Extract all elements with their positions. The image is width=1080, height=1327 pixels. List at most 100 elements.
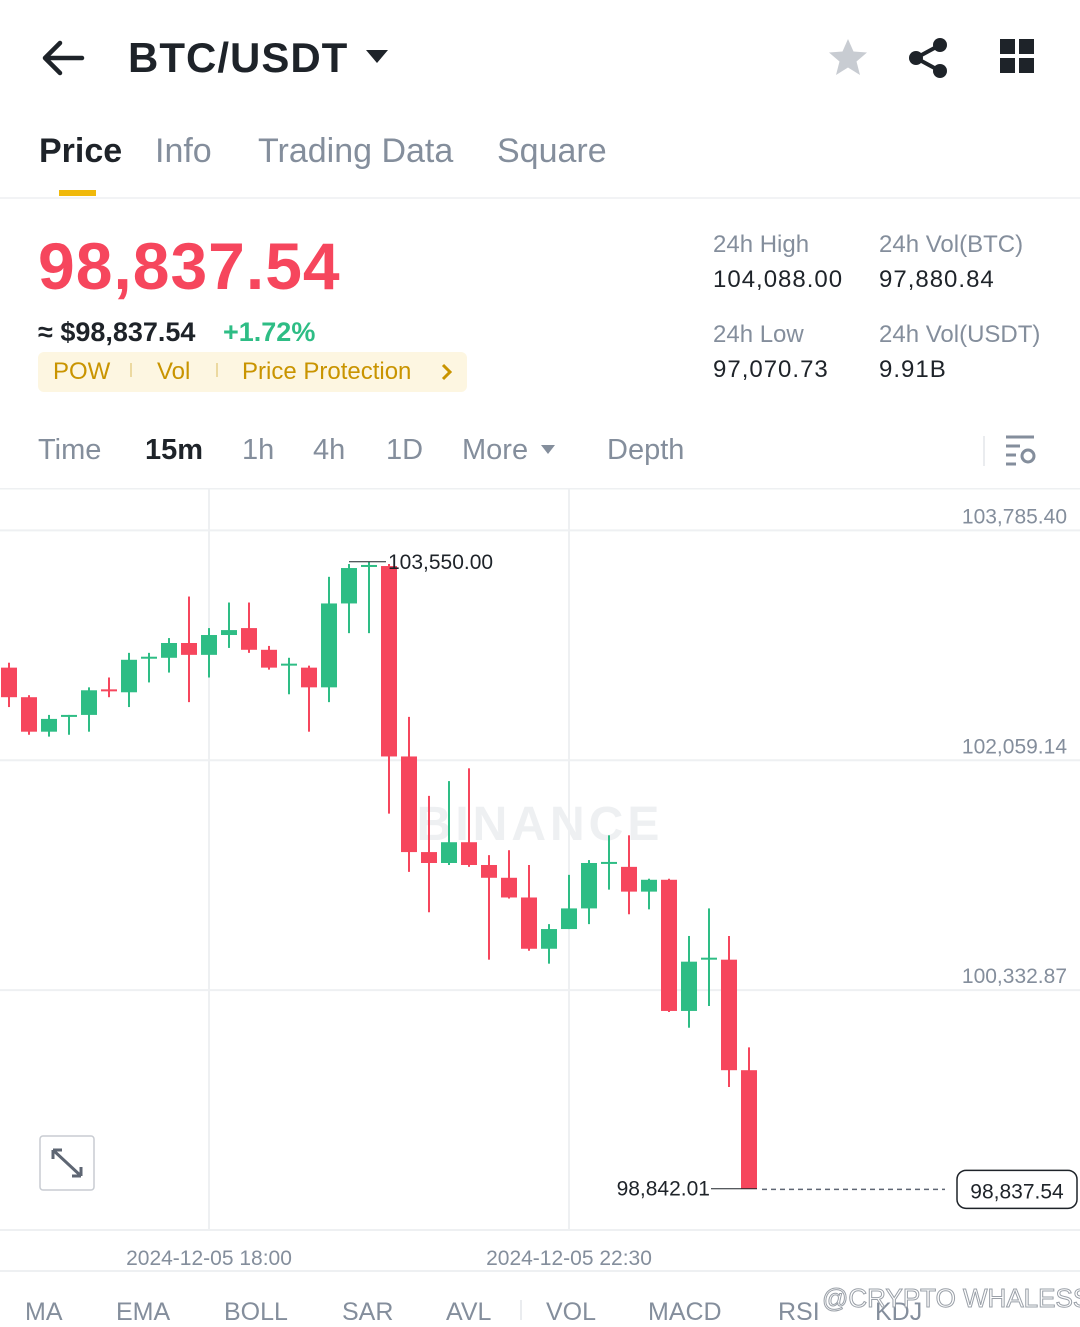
candle-body: [281, 663, 297, 666]
candle-body: [481, 864, 497, 878]
separator: [216, 363, 218, 377]
candle-body: [721, 959, 737, 1071]
candle-body: [461, 842, 477, 865]
candle-body: [741, 1070, 757, 1189]
fullscreen-icon: [51, 1148, 83, 1178]
tag[interactable]: Price Protection: [242, 358, 412, 385]
candle-body: [301, 667, 317, 688]
tab-indicator: [59, 190, 96, 196]
fiat-price: ≈ $98,837.54: [38, 317, 196, 347]
separator: [983, 436, 985, 466]
candle-body: [441, 842, 457, 863]
tab[interactable]: Square: [497, 132, 607, 170]
interval[interactable]: 4h: [313, 434, 346, 466]
candle-body: [41, 718, 57, 732]
y-tick-label: 100,332.87: [962, 965, 1067, 988]
share-icon[interactable]: [906, 36, 950, 80]
last-price-label: 98,837.54: [970, 1180, 1064, 1203]
stat-label: 24h Low: [713, 321, 804, 348]
indicator[interactable]: RSI: [778, 1298, 820, 1326]
indicator[interactable]: EMA: [116, 1298, 171, 1326]
candlestick-chart: BINANCE 103,785.40 102,059.14 100,332.87 20…: [0, 488, 1080, 1272]
candle-body: [121, 659, 137, 693]
interval[interactable]: 15m: [145, 434, 204, 466]
candle-body: [561, 908, 577, 930]
candle-body: [701, 957, 717, 960]
candle-body: [381, 566, 397, 757]
interval[interactable]: Depth: [607, 434, 685, 466]
y-tick-label: 102,059.14: [962, 735, 1067, 758]
stat-value: 104,088.00: [713, 266, 844, 293]
candle-body: [681, 961, 697, 1011]
pair-dropdown[interactable]: [364, 48, 390, 66]
candle-body: [601, 861, 617, 864]
candle-body: [161, 643, 177, 658]
candle-body: [521, 897, 537, 949]
tag[interactable]: Vol: [157, 358, 191, 385]
indicator[interactable]: AVL: [446, 1298, 492, 1326]
candle-body: [341, 568, 357, 604]
candle-body: [141, 656, 157, 659]
candle-body: [661, 879, 677, 1011]
candle-body: [261, 649, 277, 668]
price-change: +1.72%: [223, 317, 316, 347]
candle-body: [61, 714, 77, 717]
candle-body: [581, 862, 597, 909]
tab[interactable]: Trading Data: [258, 132, 454, 170]
candle-body: [401, 756, 417, 853]
candle-body: [241, 628, 257, 650]
dropdown-arrow: [541, 445, 555, 454]
indicator[interactable]: BOLL: [224, 1298, 288, 1326]
candle-body: [21, 697, 37, 732]
high-label: 103,550.00: [388, 551, 493, 574]
candle-body: [621, 866, 637, 892]
candle-body: [421, 852, 437, 863]
stat-label: 24h Vol(USDT): [879, 321, 1041, 348]
candle-body: [201, 635, 217, 655]
watermark: @CRYPTO WHALESS: [821, 1283, 1080, 1314]
candle-body: [541, 929, 557, 949]
pair-title[interactable]: BTC/USDT: [128, 34, 349, 81]
tag-bar: [38, 352, 467, 392]
divider: [0, 197, 1080, 199]
candle-body: [101, 689, 117, 692]
candle-body: [641, 879, 657, 892]
last-price-box: [956, 1169, 1078, 1210]
tab[interactable]: Info: [155, 132, 212, 170]
y-tick-label: 103,785.40: [962, 505, 1067, 528]
favorite-icon[interactable]: [826, 36, 870, 80]
stat-value: 97,070.73: [713, 356, 829, 383]
interval[interactable]: Time: [38, 434, 102, 466]
grid-icon[interactable]: [999, 38, 1037, 76]
x-tick-label: 2024-12-05 18:00: [126, 1247, 292, 1270]
stat-label: 24h Vol(BTC): [879, 231, 1024, 258]
candle-body: [321, 603, 337, 688]
indicator[interactable]: MACD: [648, 1298, 722, 1326]
indicator[interactable]: SAR: [342, 1298, 394, 1326]
interval[interactable]: 1D: [386, 434, 424, 466]
chevron: [441, 363, 453, 381]
indicator[interactable]: MA: [25, 1298, 63, 1326]
candle-body: [81, 690, 97, 715]
indicator[interactable]: VOL: [546, 1298, 597, 1326]
candle-body: [361, 564, 377, 567]
stat-value: 97,880.84: [879, 266, 995, 293]
interval[interactable]: More: [462, 434, 529, 466]
separator: [130, 363, 132, 377]
x-tick-label: 2024-12-05 22:30: [486, 1247, 652, 1270]
candle-body: [1, 667, 17, 698]
stat-value: 9.91B: [879, 356, 947, 383]
stat-label: 24h High: [713, 231, 810, 258]
tag[interactable]: POW: [53, 358, 111, 385]
candle-body: [501, 877, 517, 898]
last-price: 98,837.54: [38, 229, 341, 303]
candle-body: [181, 643, 197, 655]
interval[interactable]: 1h: [242, 434, 275, 466]
back-button[interactable]: [40, 38, 86, 78]
low-label: 98,842.01: [617, 1178, 710, 1201]
chart-settings-icon[interactable]: [1004, 434, 1038, 466]
chart-watermark: BINANCE: [417, 798, 664, 851]
tab[interactable]: Price: [39, 132, 123, 170]
separator: [520, 1300, 522, 1320]
